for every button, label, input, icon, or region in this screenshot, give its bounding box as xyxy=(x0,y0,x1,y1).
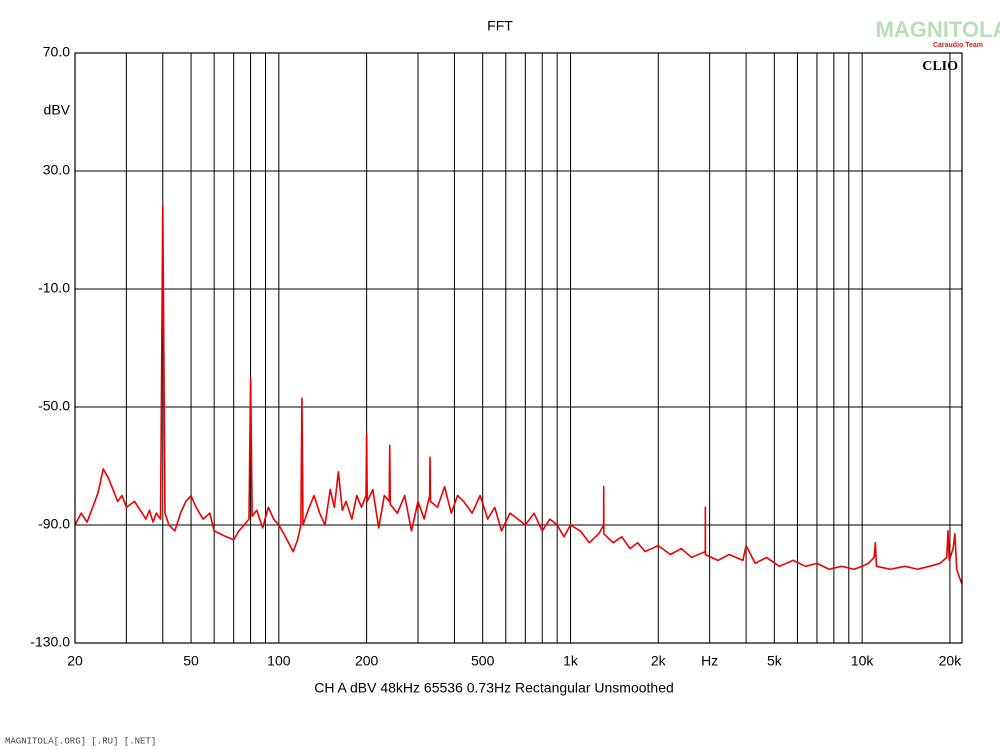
x-tick-label: 20 xyxy=(67,653,83,669)
x-tick-label: 50 xyxy=(183,653,199,669)
x-tick-label: 5k xyxy=(767,653,783,669)
series-line xyxy=(74,205,963,585)
plot-border xyxy=(74,52,963,644)
plot-background xyxy=(75,53,962,643)
y-tick-label: 30.0 xyxy=(43,162,70,178)
watermark-sub: Caraudio Team xyxy=(933,42,983,49)
footer: CH A dBV 48kHz 65536 0.73Hz Rectangular … xyxy=(314,680,674,696)
watermark: MAGNITOLA xyxy=(876,17,1000,42)
y-tick-label: -130.0 xyxy=(30,634,70,650)
chart-title: FFT xyxy=(487,18,513,34)
x-tick-label: 500 xyxy=(471,653,495,669)
y-axis-label: dBV xyxy=(44,102,71,118)
credit: MAGNITOLA[.ORG] [.RU] [.NET] xyxy=(5,736,156,746)
y-tick-label: 70.0 xyxy=(43,44,70,60)
x-tick-label: 100 xyxy=(267,653,291,669)
logo: CLIO xyxy=(922,59,958,74)
x-tick-label: 2k xyxy=(651,653,667,669)
x-tick-label: 20k xyxy=(939,653,963,669)
x-tick-label: 200 xyxy=(355,653,379,669)
y-tick-label: -90.0 xyxy=(38,516,70,532)
x-tick-label: 1k xyxy=(563,653,579,669)
plot-area: 20 50 100 200 500 1k 2k Hz 5k 10k 20k 70.0 30.0 -10.0… xyxy=(30,44,963,669)
y-tick-label: -10.0 xyxy=(38,280,70,296)
x-tick-label: 10k xyxy=(851,653,875,669)
y-tick-label: -50.0 xyxy=(38,398,70,414)
x-tick-label: Hz xyxy=(701,653,718,669)
